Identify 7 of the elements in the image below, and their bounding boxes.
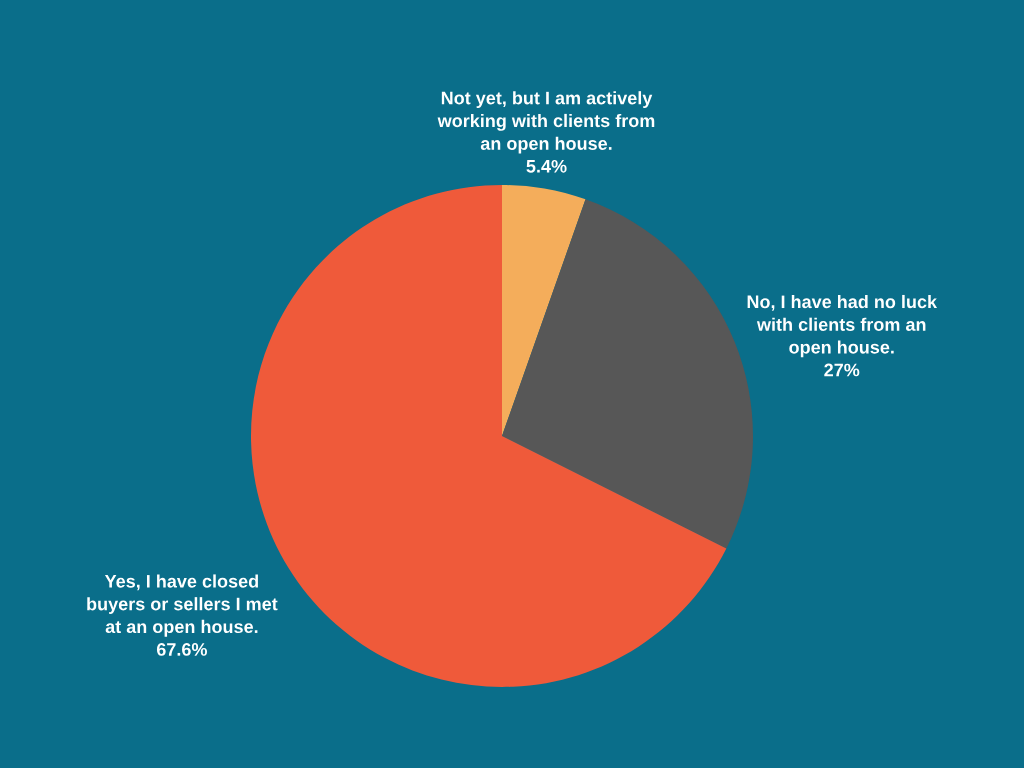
data-label: 5.4% — [526, 159, 567, 173]
slice-label: No, I have had no luck with clients from an open house. — [747, 294, 938, 358]
data-label: 67.6% — [156, 643, 208, 656]
pie-slice — [502, 185, 586, 436]
slice-label: Not yet, but I am actively working with clients from an open house. — [437, 91, 655, 154]
data-label: 27% — [824, 363, 860, 377]
slice-label: Yes, I have closed buyers or sellers I met at an open house. — [87, 574, 278, 637]
